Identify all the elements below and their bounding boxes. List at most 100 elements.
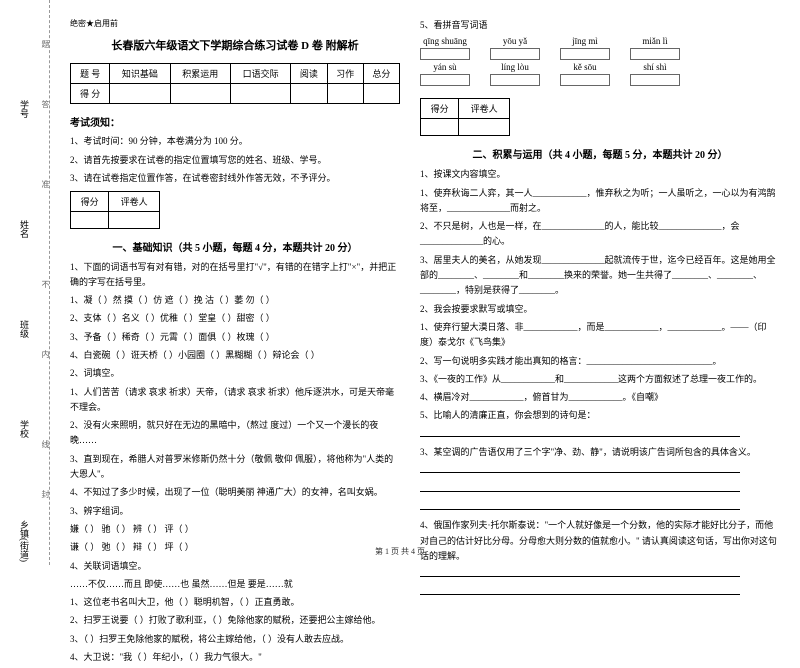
- q1: 1、下面的词语书写有对有错，对的在括号里打"√"，有错的在错字上打"×"，并把正…: [70, 260, 400, 291]
- blank-line-5[interactable]: [420, 567, 740, 577]
- py7-box[interactable]: [560, 74, 610, 86]
- py7-t: kě sōu: [573, 62, 596, 72]
- blank-line-4[interactable]: [420, 500, 740, 510]
- py5-t: yán sù: [433, 62, 456, 72]
- sb2-v1[interactable]: [421, 119, 459, 136]
- py3: jīng mì: [560, 36, 610, 60]
- py4-box[interactable]: [630, 48, 680, 60]
- py4: miǎn lì: [630, 36, 680, 60]
- s2q1c: 3、居里夫人的美名，从她发现______________起就流传于世，迄今已经百…: [420, 253, 780, 299]
- q3a: 嫌（ ） 驰（ ） 辨（ ） 评（ ）: [70, 522, 400, 537]
- q1a: 1、凝（ ）然 摸（ ）仿 遮（ ）挽 沽（ ）萎 勿（ ）: [70, 293, 400, 308]
- py2-t: yōu yǎ: [503, 36, 527, 46]
- c5[interactable]: [327, 84, 363, 104]
- py6-box[interactable]: [490, 74, 540, 86]
- pinyin-row-2: yán sù líng lòu kě sōu shí shì: [420, 62, 780, 86]
- py2-box[interactable]: [490, 48, 540, 60]
- py5-box[interactable]: [420, 74, 470, 86]
- c2[interactable]: [170, 84, 230, 104]
- blank-line-2[interactable]: [420, 463, 740, 473]
- q4b: 1、这位老书名叫大卫，他（ ）聪明机智，（ ）正直勇敢。: [70, 595, 400, 610]
- py7: kě sōu: [560, 62, 610, 86]
- s2q2d: 4、横眉冷对____________，俯首甘为____________。《自嘲》: [420, 390, 780, 405]
- s2q2a: 1、使弃行望大漠日落、非____________，而是____________，…: [420, 320, 780, 351]
- sb-v1[interactable]: [71, 211, 109, 228]
- th-3: 积累运用: [170, 64, 230, 84]
- q4c: 2、扫罗王说要（ ）打败了歌利亚，（ ）免除他家的赋税，还要把公主嫁给他。: [70, 613, 400, 628]
- blank-line-1[interactable]: [420, 427, 740, 437]
- py1: qīng shuāng: [420, 36, 470, 60]
- seal-v6: 答: [40, 100, 51, 108]
- s2q1: 1、按课文内容填空。: [420, 167, 780, 182]
- py3-t: jīng mì: [572, 36, 598, 46]
- c6[interactable]: [363, 84, 399, 104]
- bind-l2: 学校: [18, 420, 31, 438]
- seal-v5: 准: [40, 180, 51, 188]
- bind-l5: 学号: [18, 100, 31, 118]
- bind-l3: 班级: [18, 320, 31, 338]
- py2: yōu yǎ: [490, 36, 540, 60]
- notice-title: 考试须知：: [70, 114, 400, 129]
- q4a: ……不仅……而且 即使……也 虽然……但是 要是……就: [70, 577, 400, 592]
- seal-v4: 不: [40, 280, 51, 288]
- py6: líng lòu: [490, 62, 540, 86]
- right-column: 5、看拼音写词语 qīng shuāng yōu yǎ jīng mì miǎn…: [420, 18, 780, 604]
- q1d: 4、白瓷碗（ ）诳天桥（ ）小园圈（ ）黑糊糊（ ）辩论会（ ）: [70, 348, 400, 363]
- blank-line-6[interactable]: [420, 585, 740, 595]
- c4[interactable]: [291, 84, 327, 104]
- scorebox-1: 得分评卷人: [70, 191, 160, 229]
- notice-2: 2、请首先按要求在试卷的指定位置填写您的姓名、班级、学号。: [70, 154, 400, 168]
- sb2-l2: 评卷人: [459, 99, 510, 119]
- q1b: 2、支体（ ）名义（ ）优稚（ ）堂皇（ ）甜密（ ）: [70, 311, 400, 326]
- page-footer: 第 1 页 共 4 页: [0, 546, 800, 557]
- s2q1b: 2、不只是树，人也是一样，在______________的人，能比较______…: [420, 219, 780, 250]
- q1c: 3、予备（ ）稀奇（ ）元霄（ ）面俱（ ）枚瑰（ ）: [70, 330, 400, 345]
- tr-score: 得 分: [71, 84, 110, 104]
- sb-l1: 得分: [71, 191, 109, 211]
- score-table: 题 号 知识基础 积累运用 口语交际 阅读 习作 总分 得 分: [70, 63, 400, 104]
- s2q2c: 3、《一夜的工作》从____________和____________这两个方面…: [420, 372, 780, 387]
- q3: 3、辨字组词。: [70, 504, 400, 519]
- py3-box[interactable]: [560, 48, 610, 60]
- seal-v1: 封: [40, 490, 51, 498]
- s2q2: 2、我会按要求默写或填空。: [420, 302, 780, 317]
- th-6: 习作: [327, 64, 363, 84]
- seal-v3: 内: [40, 350, 51, 358]
- sb-l2: 评卷人: [109, 191, 160, 211]
- c1[interactable]: [110, 84, 170, 104]
- q2c: 3、直到现在，希腊人对普罗米修斯仍然十分（敬佩 敬仰 佩服），将他称为"人类的大…: [70, 452, 400, 483]
- q4d: 3、（ ）扫罗王免除他家的赋税，将公主嫁给他，（ ）没有人敢去应战。: [70, 632, 400, 647]
- exam-title: 长春版六年级语文下学期综合练习试卷 D 卷 附解析: [70, 37, 400, 53]
- py1-t: qīng shuāng: [423, 36, 467, 46]
- secret-label: 绝密★启用前: [70, 18, 400, 29]
- s2q2e: 5、比喻人的清廉正直，你会想到的诗句是：: [420, 408, 780, 423]
- s2q3: 3、某空调的广告语仅用了三个字"净、劲、静"，请说明该广告词所包含的具体含义。: [420, 445, 780, 460]
- s2q1a: 1、使弃秋诲二人弈，其一人____________，惟弃秋之为听；一人虽听之，一…: [420, 186, 780, 217]
- sb2-v2[interactable]: [459, 119, 510, 136]
- th-4: 口语交际: [230, 64, 290, 84]
- blank-line-3[interactable]: [420, 482, 740, 492]
- py4-t: miǎn lì: [642, 36, 667, 46]
- section-2-title: 二、积累与运用（共 4 小题，每题 5 分，本题共计 20 分）: [420, 146, 780, 161]
- seal-v7: 题: [40, 40, 51, 48]
- th-5: 阅读: [291, 64, 327, 84]
- pinyin-row-1: qīng shuāng yōu yǎ jīng mì miǎn lì: [420, 36, 780, 60]
- seal-v2: 线: [40, 440, 51, 448]
- th-7: 总分: [363, 64, 399, 84]
- sb-v2[interactable]: [109, 211, 160, 228]
- q4: 4、关联词语填空。: [70, 559, 400, 574]
- q4e: 4、大卫说："我（ ）年纪小，（ ）我力气很大。": [70, 650, 400, 665]
- q5-title: 5、看拼音写词语: [420, 18, 780, 33]
- s2q2b: 2、写一句说明多实践才能出真知的格言：_____________________…: [420, 354, 780, 369]
- binding-edge: 乡镇(街道) 学校 班级 姓名 学号 封 线 内 不 准 答 题: [0, 0, 50, 565]
- th-num: 题 号: [71, 64, 110, 84]
- py8-box[interactable]: [630, 74, 680, 86]
- c3[interactable]: [230, 84, 290, 104]
- notice-1: 1、考试时间：90 分钟，本卷满分为 100 分。: [70, 135, 400, 149]
- py1-box[interactable]: [420, 48, 470, 60]
- q2b: 2、没有火来照明，就只好在无边的黑暗中，（熬过 度过）一个又一个漫长的夜晚……: [70, 418, 400, 449]
- sb2-l1: 得分: [421, 99, 459, 119]
- py6-t: líng lòu: [501, 62, 529, 72]
- py8-t: shí shì: [643, 62, 666, 72]
- section-1-title: 一、基础知识（共 5 小题，每题 4 分，本题共计 20 分）: [70, 239, 400, 254]
